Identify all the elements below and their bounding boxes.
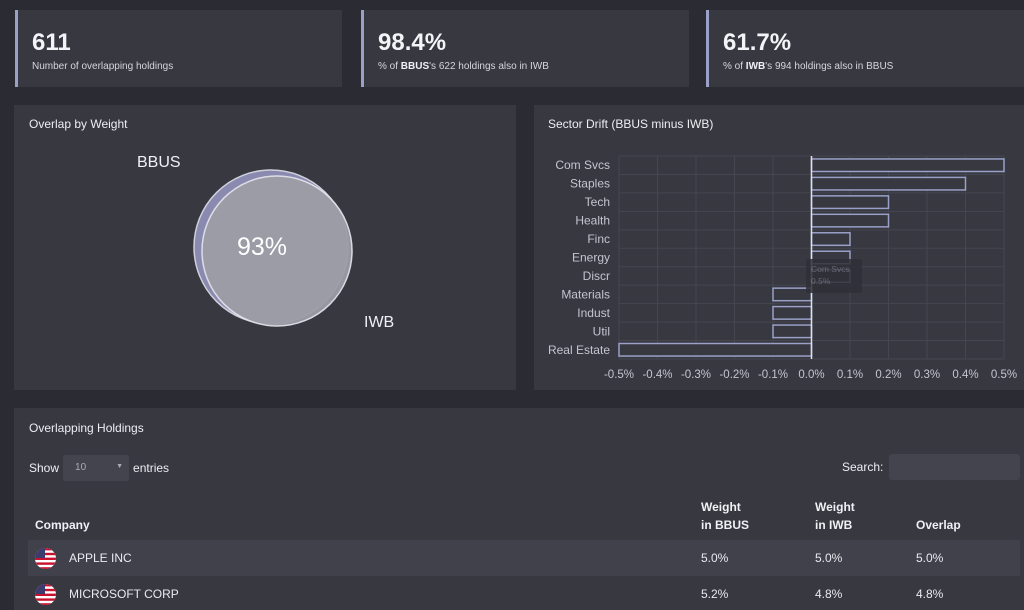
stat-card-bbus-share: 98.4% % of BBUS's 622 holdings also in I… xyxy=(361,10,689,87)
chevron-down-icon: ▼ xyxy=(116,463,124,470)
entries-label: entries xyxy=(133,461,170,475)
category-label: Energy xyxy=(572,251,610,265)
category-label: Materials xyxy=(561,287,610,301)
weight-bbus: 5.0% xyxy=(701,551,729,565)
panel-title: Overlapping Holdings xyxy=(29,421,144,435)
show-label: Show xyxy=(29,461,60,475)
chart-tooltip: Com Svcs 0.5% xyxy=(806,259,862,293)
tick-label: -0.1% xyxy=(758,369,788,381)
stat-label-prefix: % of xyxy=(378,61,401,72)
stat-value: 61.7% xyxy=(723,29,792,56)
stat-label-suffix: 's 622 holdings also in IWB xyxy=(429,61,549,72)
tooltip-value: 0.5% xyxy=(811,276,831,286)
panel-title: Overlap by Weight xyxy=(29,117,128,131)
overlap-value: 5.0% xyxy=(916,551,944,565)
bar[interactable] xyxy=(810,158,1005,173)
bar[interactable] xyxy=(810,232,851,247)
overlap-value: 4.8% xyxy=(916,587,944,601)
table-row[interactable]: MICROSOFT CORP 5.2% 4.8% 4.8% xyxy=(28,576,1020,610)
stat-card-overlap-count: 611 Number of overlapping holdings xyxy=(15,10,342,87)
stat-label-fund: BBUS xyxy=(400,61,430,72)
header-line: in BBUS xyxy=(701,518,749,532)
overlap-panel: Overlap by Weight BBUS IWB 93% xyxy=(14,105,516,390)
table-row[interactable]: APPLE INC 5.0% 5.0% 5.0% xyxy=(28,540,1020,576)
stat-value: 98.4% xyxy=(378,29,447,56)
column-header-weight-bbus[interactable]: Weight in BBUS xyxy=(701,498,749,534)
tick-label: 0.5% xyxy=(991,369,1017,381)
category-label: Real Estate xyxy=(548,343,610,357)
weight-bbus: 5.2% xyxy=(701,587,729,601)
bar[interactable] xyxy=(810,213,890,228)
tick-label: -0.4% xyxy=(642,369,672,381)
tick-label: 0.2% xyxy=(875,369,901,381)
sector-drift-panel: Sector Drift (BBUS minus IWB) Com Svcs St… xyxy=(534,105,1024,390)
header-line: Weight xyxy=(701,500,741,514)
tick-label: 0.1% xyxy=(837,369,863,381)
header-line: Weight xyxy=(815,500,855,514)
stat-card-iwb-share: 61.7% % of IWB's 994 holdings also in BB… xyxy=(706,10,1024,87)
category-label: Indust xyxy=(577,306,610,320)
us-flag-icon xyxy=(35,584,56,605)
weight-iwb: 5.0% xyxy=(815,551,843,565)
bar[interactable] xyxy=(772,324,813,339)
category-label: Discr xyxy=(583,269,610,283)
venn-diagram xyxy=(193,169,353,327)
panel-title: Sector Drift (BBUS minus IWB) xyxy=(548,117,714,131)
search-label: Search: xyxy=(842,460,884,474)
stat-label: % of IWB's 994 holdings also in BBUS xyxy=(723,61,1024,72)
venn-circle-iwb xyxy=(201,175,353,327)
holdings-panel: Overlapping Holdings xyxy=(14,408,1024,610)
bar[interactable] xyxy=(810,195,890,210)
us-flag-icon xyxy=(35,548,56,569)
sector-drift-chart: Com Svcs Staples Tech Health Finc Energy Discr… xyxy=(548,155,1017,381)
category-label: Tech xyxy=(585,195,610,209)
tick-label: 0.3% xyxy=(914,369,940,381)
tooltip-sector: Com Svcs xyxy=(811,264,850,274)
stat-label-fund: IWB xyxy=(745,61,766,72)
category-label: Finc xyxy=(587,232,610,246)
stat-label: % of BBUS's 622 holdings also in IWB xyxy=(378,61,689,72)
tick-label: -0.3% xyxy=(681,369,711,381)
category-label: Com Svcs xyxy=(555,158,610,172)
venn-overlap-percent: 93% xyxy=(237,233,288,261)
tick-label: 0.0% xyxy=(798,369,824,381)
category-label: Util xyxy=(593,324,610,338)
category-label: Staples xyxy=(570,177,610,191)
entries-length-control: Show 10 ▼ entries xyxy=(29,455,169,481)
stat-value: 611 xyxy=(32,29,71,56)
bar[interactable] xyxy=(772,305,813,320)
column-header-weight-iwb[interactable]: Weight in IWB xyxy=(815,498,855,534)
venn-label-bbus: BBUS xyxy=(137,154,181,171)
column-header-company[interactable]: Company xyxy=(35,518,90,532)
entries-select-value: 10 xyxy=(75,462,87,473)
tick-label: 0.4% xyxy=(952,369,978,381)
stat-label: Number of overlapping holdings xyxy=(32,61,174,72)
weight-iwb: 4.8% xyxy=(815,587,843,601)
stat-label-suffix: 's 994 holdings also in BBUS xyxy=(765,61,894,72)
category-label: Health xyxy=(575,214,610,228)
company-name: MICROSOFT CORP xyxy=(69,587,179,601)
tick-label: -0.5% xyxy=(604,369,634,381)
bar[interactable] xyxy=(618,342,813,357)
entries-select[interactable]: 10 ▼ xyxy=(63,455,130,481)
header-line: in IWB xyxy=(815,518,853,532)
venn-label-iwb: IWB xyxy=(364,314,395,331)
stat-label-prefix: % of xyxy=(723,61,746,72)
search-input[interactable] xyxy=(889,454,1020,480)
company-name: APPLE INC xyxy=(69,551,132,565)
bar[interactable] xyxy=(810,176,967,191)
tick-label: -0.2% xyxy=(719,369,749,381)
column-header-overlap[interactable]: Overlap xyxy=(916,518,961,532)
